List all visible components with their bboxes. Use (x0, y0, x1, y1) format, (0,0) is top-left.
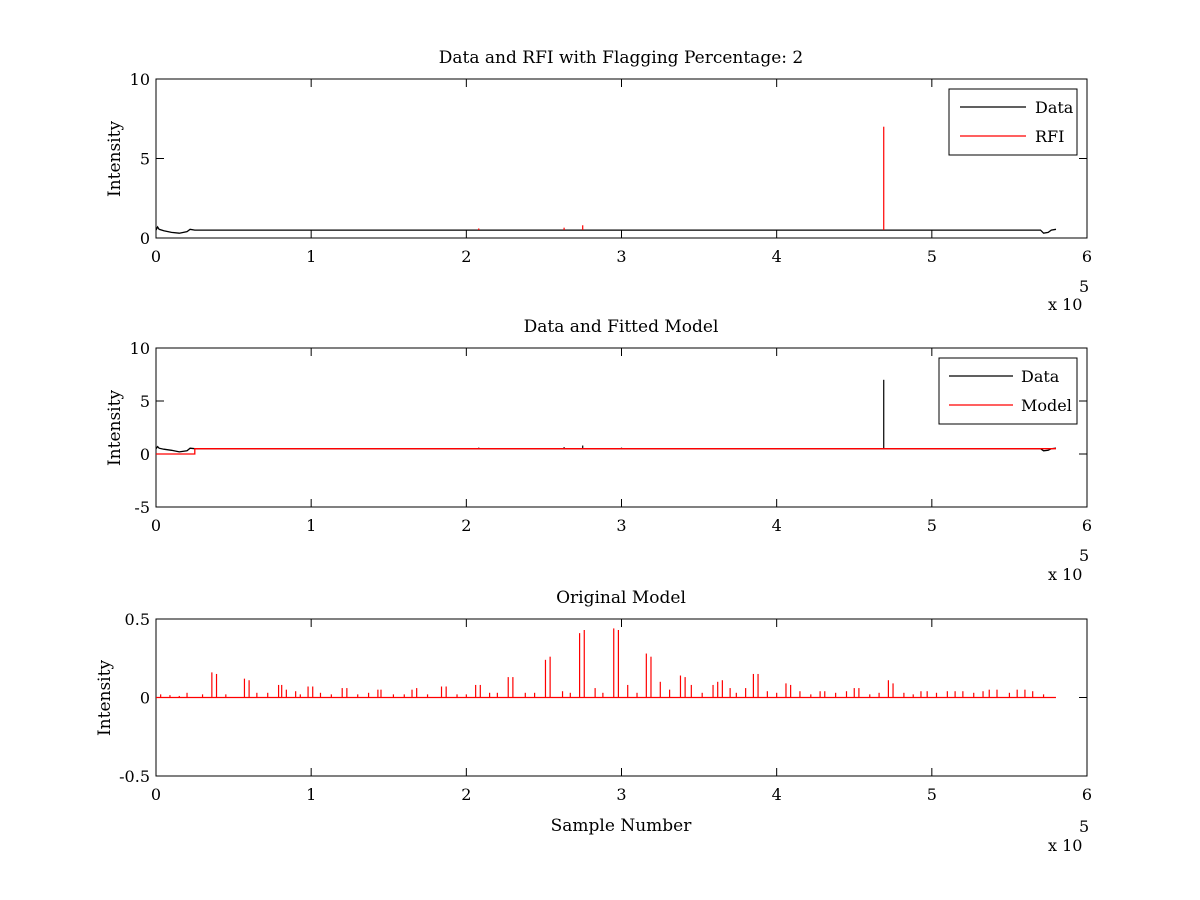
x-tick-label: 6 (1082, 785, 1092, 804)
y-axis-label: Intensity (105, 121, 125, 197)
y-tick-label: 5 (140, 392, 150, 411)
x-axis: 0 1 2 3 4 5 6 (151, 348, 1092, 535)
y-axis: 0 5 10 (130, 70, 1087, 248)
y-axis: -5 0 5 10 (130, 339, 1087, 517)
x-tick-label: 3 (616, 785, 626, 804)
x-multiplier-label: x 10 (1048, 565, 1082, 584)
x-tick-label: 4 (772, 516, 782, 535)
x-tick-label: 6 (1082, 247, 1092, 266)
legend-label: RFI (1035, 127, 1064, 146)
x-tick-label: 2 (461, 247, 471, 266)
legend-label: Data (1035, 98, 1074, 117)
x-axis: 0 1 2 3 4 5 6 (151, 79, 1092, 266)
series-line-model (156, 448, 1056, 455)
y-axis-label: Intensity (105, 390, 125, 466)
x-tick-label: 2 (461, 785, 471, 804)
y-tick-label: 0 (140, 689, 150, 708)
x-tick-label: 4 (772, 785, 782, 804)
legend-label: Model (1021, 396, 1072, 415)
x-tick-label: 6 (1082, 516, 1092, 535)
plot-area (155, 347, 1088, 508)
x-multiplier-label: x 10 (1048, 836, 1082, 855)
x-tick-label: 3 (616, 247, 626, 266)
legend-box (938, 357, 1078, 425)
panel-original-model: Original Model Intensity Sample Number x… (95, 588, 1092, 855)
legend-box (948, 88, 1078, 156)
x-tick-label: 4 (772, 247, 782, 266)
axes-frame (155, 347, 1088, 508)
y-tick-label: -0.5 (119, 767, 150, 786)
y-tick-label: 0.5 (125, 610, 150, 629)
series-line-data (156, 225, 1057, 234)
panel-data-rfi: Data and RFI with Flagging Percentage: 2… (105, 48, 1092, 314)
x-tick-label: 2 (461, 516, 471, 535)
y-tick-label: 10 (130, 339, 150, 358)
y-tick-label: -5 (134, 498, 150, 517)
axes-frame (155, 78, 1088, 239)
legend: Data RFI (948, 88, 1078, 156)
x-tick-label: 5 (927, 247, 937, 266)
y-tick-label: 0 (140, 229, 150, 248)
panel-data-model: Data and Fitted Model Intensity x 10 5 0… (105, 317, 1092, 584)
x-tick-label: 1 (306, 247, 316, 266)
x-tick-label: 0 (151, 516, 161, 535)
x-multiplier-exponent: 5 (1079, 546, 1089, 565)
series-group (156, 628, 1056, 699)
y-tick-label: 0 (140, 445, 150, 464)
y-axis: -0.5 0 0.5 (119, 610, 1087, 786)
series-group (156, 126, 1057, 234)
x-multiplier-exponent: 5 (1079, 277, 1089, 296)
legend-label: Data (1021, 367, 1060, 386)
y-tick-label: 10 (130, 70, 150, 89)
x-axis: 0 1 2 3 4 5 6 (151, 619, 1092, 804)
x-tick-label: 5 (927, 516, 937, 535)
x-tick-label: 0 (151, 247, 161, 266)
plot-area (155, 78, 1088, 239)
x-multiplier-label: x 10 (1048, 295, 1082, 314)
legend: Data Model (938, 357, 1078, 425)
x-multiplier-exponent: 5 (1079, 817, 1089, 836)
x-tick-label: 1 (306, 516, 316, 535)
x-tick-label: 1 (306, 785, 316, 804)
chart-title: Original Model (556, 588, 686, 608)
x-tick-label: 5 (927, 785, 937, 804)
x-tick-label: 3 (616, 516, 626, 535)
y-tick-label: 5 (140, 150, 150, 169)
chart-title: Data and Fitted Model (524, 317, 719, 337)
x-axis-label: Sample Number (551, 816, 693, 836)
y-axis-label: Intensity (95, 660, 115, 736)
chart-title: Data and RFI with Flagging Percentage: 2 (439, 48, 803, 68)
x-tick-label: 0 (151, 785, 161, 804)
series-group (156, 379, 1057, 455)
